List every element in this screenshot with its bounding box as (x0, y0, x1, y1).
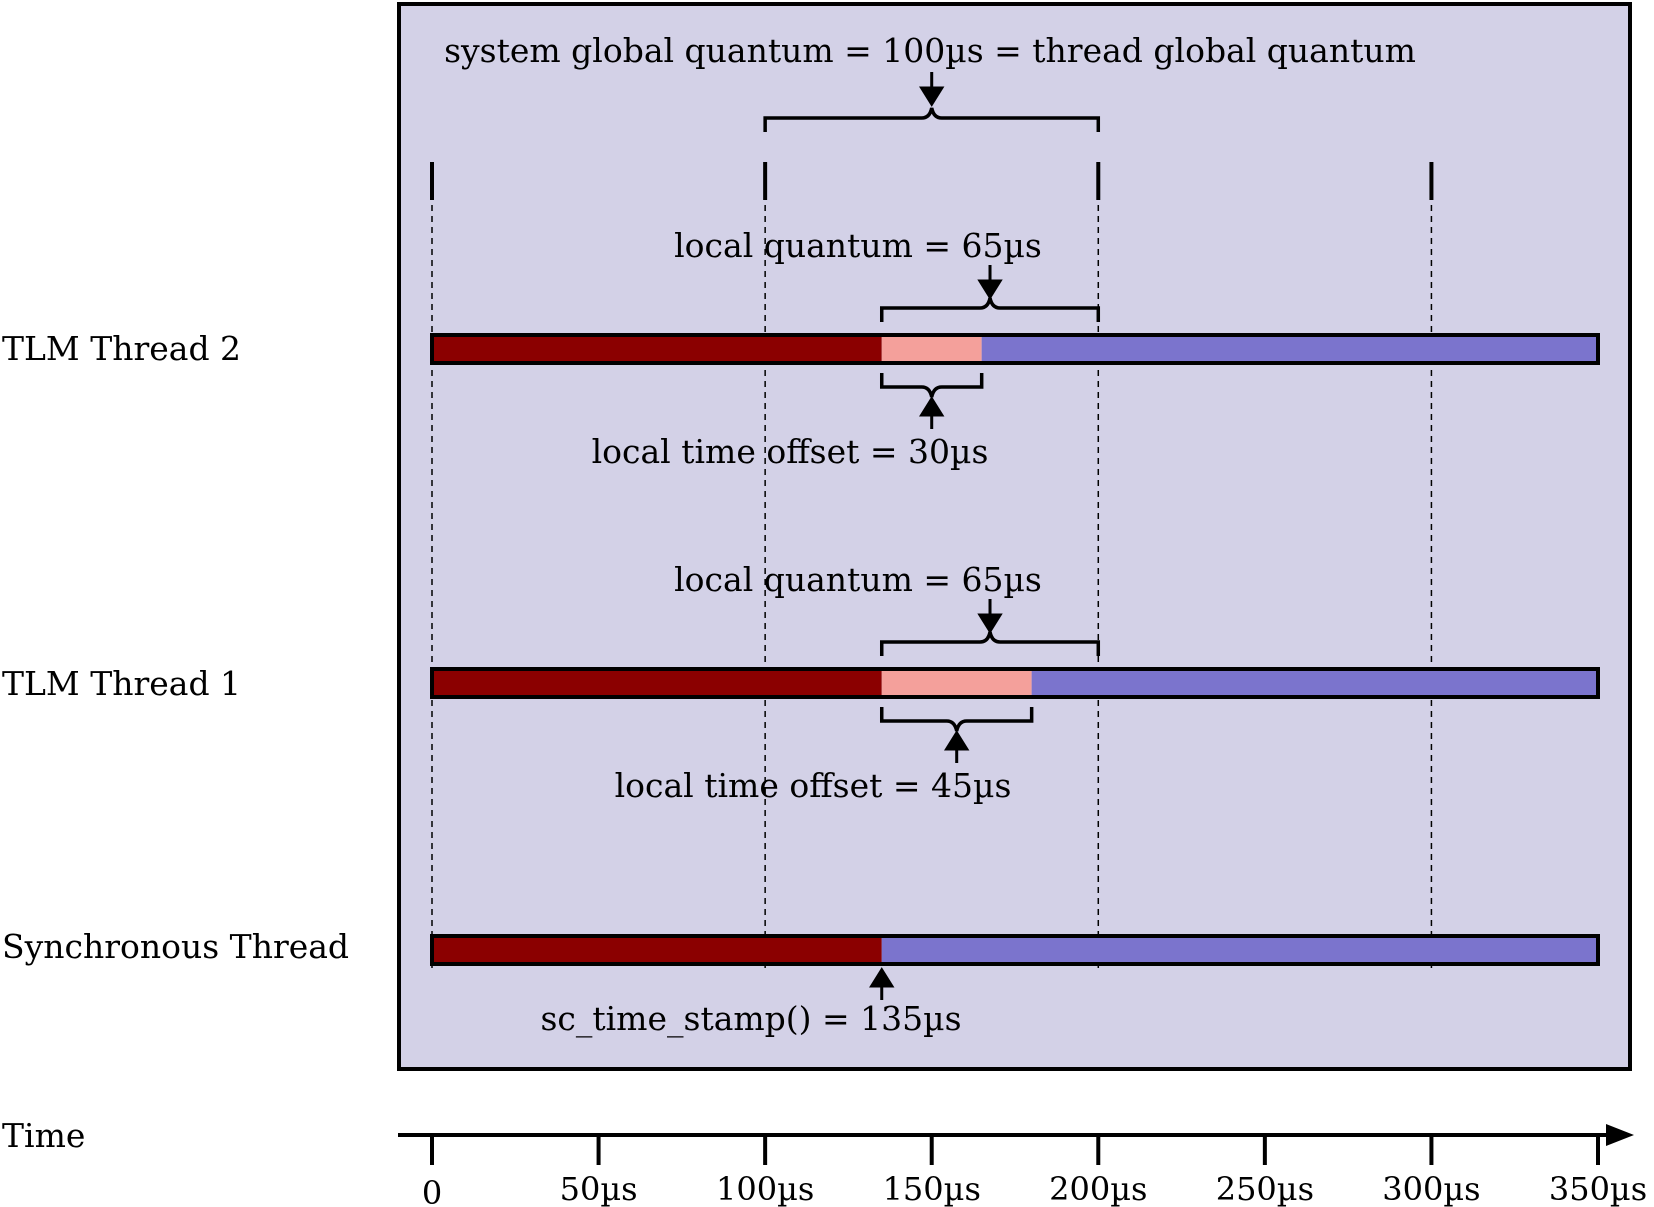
global-quantum-annotation: system global quantum = 100µs = thread g… (444, 31, 1416, 132)
time-tick-label: 0 (422, 1174, 442, 1207)
local-offset-label: local time offset = 30µs (592, 432, 989, 471)
local-quantum-label: local quantum = 65µs (674, 226, 1042, 265)
diagram-panel (397, 2, 1632, 1071)
future-segment (981, 335, 1598, 363)
time-axis-title: Time (2, 1116, 85, 1155)
time-tick-label: 50µs (560, 1170, 638, 1207)
thread-label: TLM Thread 2 (2, 329, 241, 368)
thread-bar (430, 333, 1600, 365)
thread-bar-outline (430, 934, 1600, 966)
thread-bar-outline (430, 333, 1600, 365)
time-tick-label: 100µs (716, 1170, 814, 1207)
thread-bar (430, 934, 1600, 966)
thread-label: Synchronous Thread (2, 927, 349, 966)
global-quantum-brace (763, 107, 1101, 132)
time-tick-label: 300µs (1382, 1170, 1480, 1207)
timestamp-arrow (869, 967, 895, 1000)
future-segment (881, 936, 1598, 964)
global-quantum-label: system global quantum = 100µs = thread g… (444, 31, 1416, 70)
elapsed-segment (432, 335, 882, 363)
timestamp-label: sc_time_stamp() = 135µs (540, 999, 961, 1039)
thread-row-tlm-1: TLM Thread 1 local quantum = 65µs local … (2, 560, 1600, 805)
time-tick-label: 200µs (1049, 1170, 1147, 1207)
time-axis-ticks: 0 50µs 100µs 150µs 200µs 250µs 300µs 350µs (422, 1135, 1647, 1207)
time-axis: Time 0 50µs 100µs 150µs 200µs 250µs 300µs 350µs (2, 1116, 1647, 1207)
global-quantum-arrow (919, 72, 945, 107)
quantum-boundaries (430, 162, 1434, 968)
thread-row-synchronous: Synchronous Thread sc_time_stamp() = 135… (2, 927, 1600, 1039)
time-axis-arrowhead (1606, 1124, 1634, 1146)
local-quantum-arrow (977, 599, 1003, 634)
thread-label: TLM Thread 1 (2, 664, 241, 703)
time-tick-label: 250µs (1216, 1170, 1314, 1207)
elapsed-segment (432, 669, 882, 697)
local-quantum-arrow (977, 265, 1003, 300)
local-offset-segment (881, 669, 1032, 697)
thread-bar-outline (430, 667, 1600, 699)
time-tick-label: 150µs (883, 1170, 981, 1207)
thread-row-tlm-2: TLM Thread 2 local quantum = 65µs local … (2, 226, 1600, 471)
future-segment (1031, 669, 1598, 697)
local-offset-label: local time offset = 45µs (615, 766, 1012, 805)
elapsed-segment (432, 936, 882, 964)
thread-bar (430, 667, 1600, 699)
local-offset-arrow (919, 396, 945, 429)
local-quantum-label: local quantum = 65µs (674, 560, 1042, 599)
local-offset-segment (881, 335, 982, 363)
time-tick-label: 350µs (1549, 1170, 1647, 1207)
local-offset-arrow (943, 730, 970, 763)
